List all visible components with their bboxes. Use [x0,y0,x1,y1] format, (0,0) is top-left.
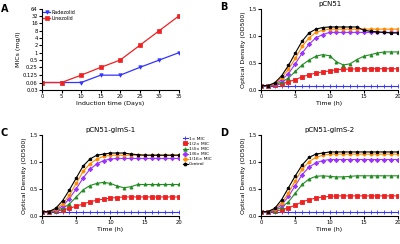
Text: C: C [1,128,8,138]
Y-axis label: MICs (mg/l): MICs (mg/l) [16,31,21,67]
Legend: 1× MIC, 1/2× MIC, 1/4× MIC, 1/8× MIC, 1/16× MIC, Control: 1× MIC, 1/2× MIC, 1/4× MIC, 1/8× MIC, 1/… [182,137,212,166]
Radezolid [79,81,84,84]
Linezolid [118,59,123,61]
Radezolid [59,81,64,84]
Text: A: A [1,4,8,14]
Text: D: D [220,128,228,138]
Linezolid [157,29,162,32]
Legend: Radezolid, Linezolid: Radezolid, Linezolid [43,10,76,21]
X-axis label: Time (h): Time (h) [316,227,343,232]
X-axis label: Time (h): Time (h) [316,101,343,106]
X-axis label: Induction time (Days): Induction time (Days) [76,101,144,106]
Radezolid [138,66,142,69]
Radezolid [98,74,103,77]
Linezolid [59,81,64,84]
Linezolid [40,81,44,84]
Line: Radezolid: Radezolid [40,51,181,84]
Linezolid [79,74,84,77]
Radezolid [118,74,123,77]
Radezolid [157,59,162,61]
Title: pCN51: pCN51 [318,1,341,7]
Y-axis label: Optical Density (OD500): Optical Density (OD500) [22,137,27,214]
Line: Linezolid: Linezolid [40,14,181,84]
Text: B: B [220,2,227,12]
Radezolid [176,51,181,54]
Linezolid [176,14,181,17]
Title: pCN51-glmS-1: pCN51-glmS-1 [85,127,136,133]
Linezolid [138,44,142,47]
X-axis label: Time (h): Time (h) [97,227,124,232]
Title: pCN51-glmS-2: pCN51-glmS-2 [304,127,355,133]
Y-axis label: Optical Density (OD500): Optical Density (OD500) [242,11,246,88]
Radezolid [40,81,44,84]
Y-axis label: Optical Density (OD500): Optical Density (OD500) [242,137,246,214]
Linezolid [98,66,103,69]
